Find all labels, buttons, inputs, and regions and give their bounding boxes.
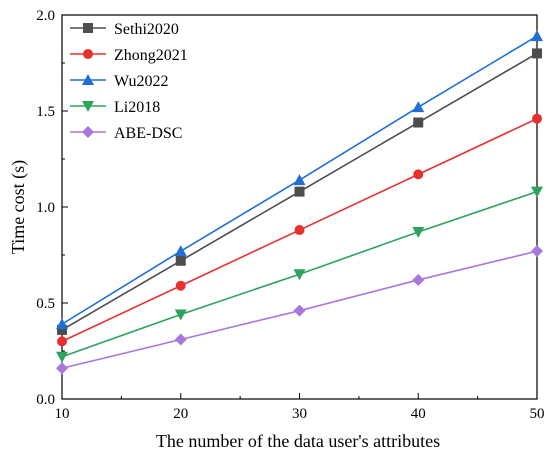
data-point-zhong2021 <box>175 280 186 291</box>
legend-label: Zhong2021 <box>114 47 188 64</box>
data-point-sethi2020 <box>57 324 67 335</box>
x-tick-label: 20 <box>173 406 188 422</box>
legend-marker <box>83 49 93 59</box>
data-point-zhong2021 <box>57 336 67 347</box>
data-point-wu2022 <box>56 318 68 330</box>
data-point-sethi2020 <box>294 186 305 197</box>
legend-item-wu2022: Wu2022 <box>70 73 168 90</box>
data-point-zhong2021 <box>413 169 424 180</box>
legend-item-abe-dsc: ABE-DSC <box>70 125 182 142</box>
y-tick-label: 0.0 <box>36 392 55 408</box>
data-point-abe-dsc <box>531 245 543 258</box>
x-tick-label: 30 <box>292 406 307 422</box>
data-point-sethi2020 <box>413 117 424 128</box>
legend-marker <box>82 101 94 112</box>
x-tick-label: 40 <box>411 406 426 422</box>
data-point-li2018 <box>174 309 187 321</box>
y-tick-label: 2.0 <box>36 8 55 24</box>
y-axis-label: Time cost (s) <box>8 160 29 254</box>
y-tick-label: 1.0 <box>36 200 55 216</box>
data-point-wu2022 <box>293 174 306 186</box>
data-point-sethi2020 <box>175 255 186 266</box>
legend-marker <box>83 23 93 33</box>
legend-label: Wu2022 <box>114 73 168 90</box>
data-point-abe-dsc <box>293 304 306 317</box>
legend-item-zhong2021: Zhong2021 <box>70 47 188 64</box>
data-point-li2018 <box>531 186 543 198</box>
data-point-li2018 <box>412 226 425 238</box>
data-point-li2018 <box>56 351 68 363</box>
legend-label: Li2018 <box>114 99 160 116</box>
data-point-wu2022 <box>174 245 187 257</box>
data-point-zhong2021 <box>532 113 542 124</box>
x-tick-label: 50 <box>530 406 545 422</box>
series-sethi2020 <box>57 48 542 335</box>
plot-axes: 10 20 30 40 50 0.0 0.5 1.0 1.5 2.0 <box>36 8 544 422</box>
data-point-abe-dsc <box>174 333 187 346</box>
data-point-wu2022 <box>412 101 425 113</box>
x-axis-label: The number of the data user's attributes <box>156 431 440 451</box>
legend-marker <box>82 74 94 85</box>
data-point-sethi2020 <box>532 48 542 59</box>
series-wu2022 <box>56 30 543 330</box>
data-point-zhong2021 <box>294 225 305 236</box>
legend-label: ABE-DSC <box>114 125 182 142</box>
series-abe-dsc <box>56 245 543 375</box>
legend: Sethi2020 Zhong2021 Wu2022 Li2018 ABE-DSC <box>70 21 188 142</box>
legend-item-li2018: Li2018 <box>70 99 160 116</box>
x-tick-label: 10 <box>55 406 70 422</box>
y-tick-label: 0.5 <box>36 296 55 312</box>
data-point-wu2022 <box>531 30 543 42</box>
legend-item-sethi2020: Sethi2020 <box>70 21 179 38</box>
y-tick-label: 1.5 <box>36 104 55 120</box>
legend-marker <box>82 126 94 138</box>
data-point-li2018 <box>293 269 306 281</box>
series-layer <box>56 30 543 375</box>
series-zhong2021 <box>57 113 542 347</box>
data-point-abe-dsc <box>56 362 68 375</box>
series-li2018 <box>56 186 543 363</box>
data-point-abe-dsc <box>412 273 425 286</box>
legend-label: Sethi2020 <box>114 21 179 38</box>
